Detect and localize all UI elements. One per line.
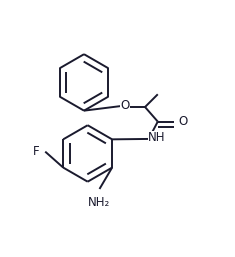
Text: O: O [179, 115, 188, 127]
Text: O: O [120, 99, 130, 112]
Text: NH₂: NH₂ [87, 196, 110, 209]
Text: NH: NH [148, 132, 166, 144]
Text: F: F [33, 145, 39, 158]
